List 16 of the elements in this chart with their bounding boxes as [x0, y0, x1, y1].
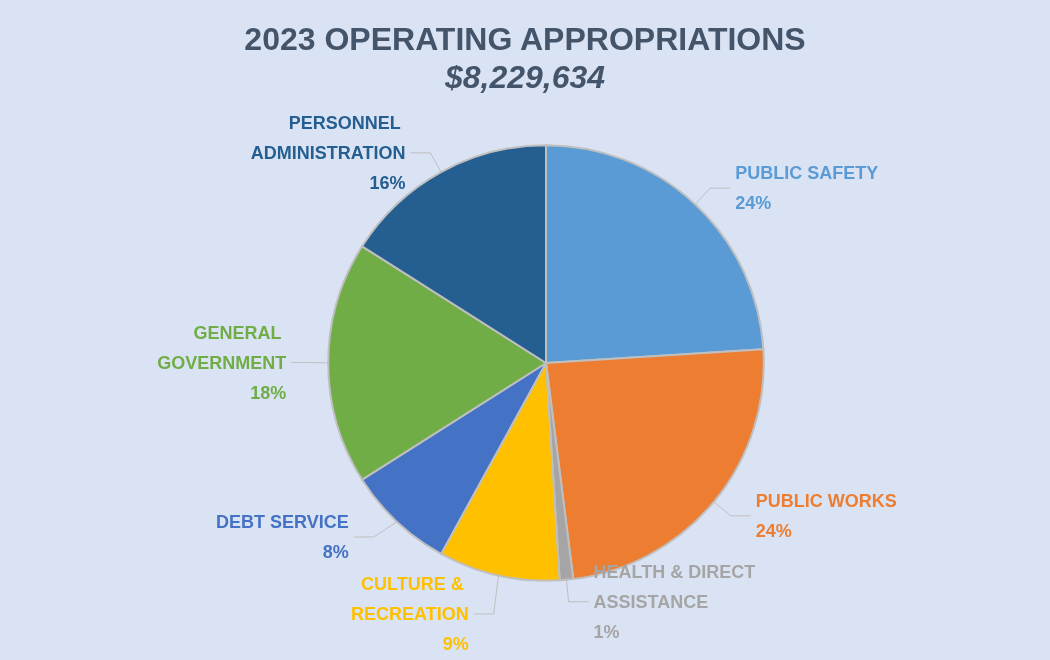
data-label: 9% — [442, 634, 469, 654]
slice-label: GENERAL GOVERNMENT — [157, 322, 287, 373]
slice-label: PUBLIC WORKS — [755, 490, 897, 511]
data-label: 24% — [735, 193, 772, 214]
slice-label: DEBT SERVICE — [215, 512, 349, 532]
chart-title: 2023 OPERATING APPROPRIATIONS — [244, 21, 806, 57]
slice-label: CULTURE & RECREATION — [351, 574, 469, 624]
data-label: 18% — [250, 382, 287, 403]
slice-label: PUBLIC SAFETY — [735, 163, 879, 184]
chart-subtitle: $8,229,634 — [443, 59, 606, 95]
data-label: 24% — [755, 520, 792, 541]
data-label: 8% — [322, 542, 349, 562]
slice-label: HEALTH & DIRECT ASSISTANCE — [593, 561, 761, 612]
data-label: 16% — [369, 172, 406, 193]
data-label: 1% — [593, 621, 620, 642]
slice-label: PERSONNEL ADMINISTRATION — [250, 112, 406, 163]
